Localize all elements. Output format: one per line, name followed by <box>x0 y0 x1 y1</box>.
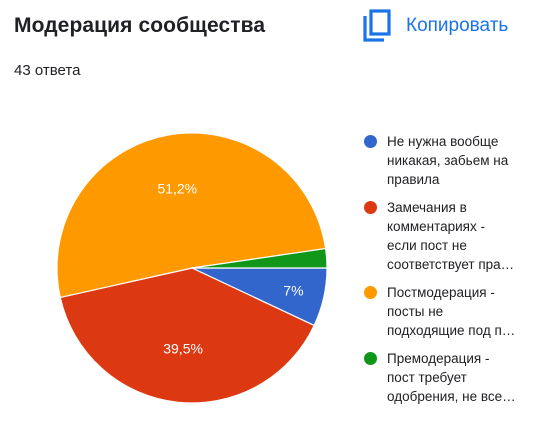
legend-label-0: Не нужна вообще никакая, забьем на прави… <box>387 134 509 187</box>
pie-slice-3[interactable] <box>191 247 328 269</box>
slice-label-2: 51,2% <box>157 180 197 196</box>
pie-slice-1[interactable] <box>59 267 315 404</box>
legend-label-2: Постмодерация - посты не подходящие под … <box>387 285 516 338</box>
legend: Не нужна вообще никакая, забьем на прави… <box>364 132 544 415</box>
slice-label-0: 7% <box>283 283 303 299</box>
legend-label-3: Премодерация - пост требует одобрения, н… <box>387 351 516 404</box>
legend-label-1: Замечания в комментариях - если пост не … <box>387 200 515 272</box>
copy-button[interactable]: Копировать <box>362 6 508 46</box>
legend-item-3[interactable]: Премодерация - пост требует одобрения, н… <box>364 349 544 406</box>
pie-slice-2[interactable] <box>56 132 327 299</box>
legend-swatch-2 <box>364 286 377 299</box>
chart-title: Модерация сообщества <box>14 14 266 37</box>
response-count: 43 ответа <box>14 62 81 79</box>
copy-button-label: Копировать <box>406 15 509 36</box>
legend-swatch-1 <box>364 201 377 214</box>
legend-item-2[interactable]: Постмодерация - посты не подходящие под … <box>364 283 544 340</box>
legend-swatch-3 <box>364 352 377 365</box>
legend-item-1[interactable]: Замечания в комментариях - если пост не … <box>364 198 544 274</box>
slice-label-1: 39,5% <box>163 341 203 357</box>
copy-icon <box>363 9 391 42</box>
legend-swatch-0 <box>364 135 377 148</box>
legend-item-0[interactable]: Не нужна вообще никакая, забьем на прави… <box>364 132 544 189</box>
